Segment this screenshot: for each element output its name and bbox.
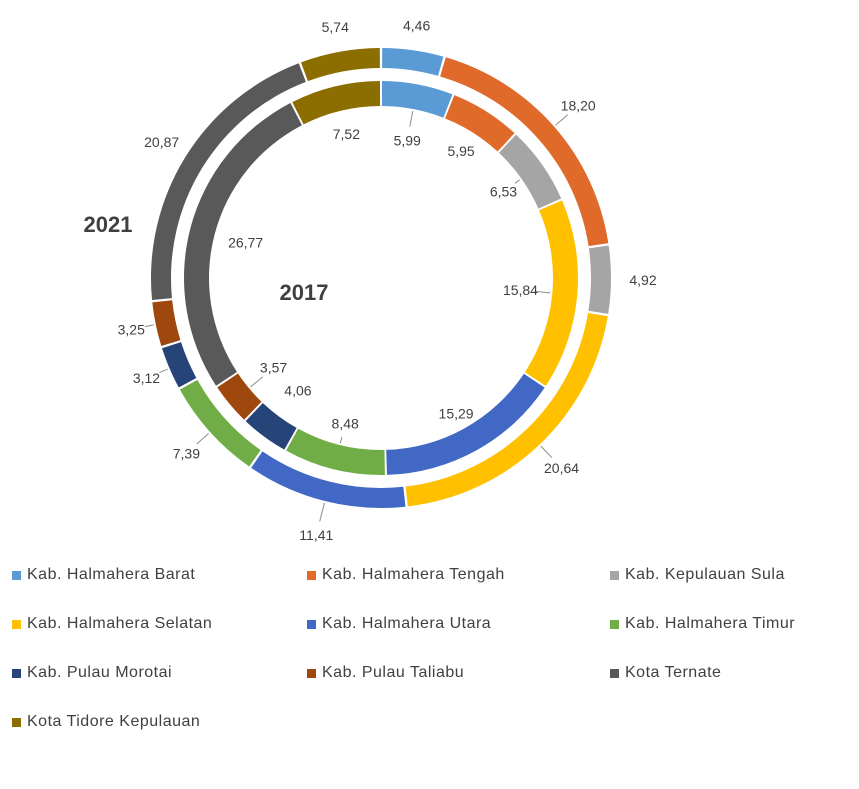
inner-leader-line-3: [534, 290, 551, 294]
legend-item: Kab. Pulau Morotai: [12, 664, 172, 682]
legend-swatch: [12, 717, 21, 727]
outer-data-label-1: 18,20: [561, 97, 596, 113]
legend-label: Kab. Halmahera Timur: [625, 615, 796, 632]
outer-leader-line-1: [555, 114, 568, 126]
legend-swatch: [610, 668, 619, 678]
legend-label: Kab. Halmahera Barat: [27, 566, 196, 583]
legend-swatch: [307, 668, 316, 678]
legend-swatch: [307, 619, 316, 629]
legend-item: Kab. Pulau Taliabu: [307, 664, 464, 682]
outer-data-label-2: 4,92: [629, 272, 656, 288]
outer-leader-line-7: [144, 324, 154, 328]
legend-item: Kab. Halmahera Selatan: [12, 615, 212, 633]
legend-item: Kab. Halmahera Utara: [307, 615, 491, 633]
legend-swatch: [307, 570, 316, 580]
outer-data-label-6: 3,12: [133, 370, 160, 386]
inner-data-label-5: 8,48: [332, 416, 359, 432]
legend-swatch: [12, 668, 21, 678]
inner-data-label-8: 26,77: [228, 234, 263, 250]
inner-ring-slice-9: [292, 81, 381, 125]
inner-leader-line-7: [250, 376, 264, 388]
outer-data-label-7: 3,25: [118, 321, 145, 337]
inner-data-label-0: 5,99: [394, 132, 421, 148]
inner-leader-line-0: [409, 110, 414, 127]
legend-item: Kota Ternate: [610, 664, 721, 682]
legend-label: Kab. Kepulauan Sula: [625, 566, 785, 583]
outer-data-label-9: 5,74: [322, 19, 349, 35]
legend-item: Kab. Kepulauan Sula: [610, 566, 785, 584]
outer-leader-line-5: [196, 432, 210, 445]
legend-label: Kab. Pulau Morotai: [27, 664, 173, 681]
outer-ring-slice-1: [440, 57, 609, 247]
doughnut-chart: 4,46 18,20 4,92 20,64 11,41 7,39 3,12 3,25 20,87…: [84, 17, 657, 543]
legend-label: Kota Ternate: [625, 664, 722, 681]
legend-swatch: [610, 570, 619, 580]
inner-ring-slice-3: [524, 200, 578, 386]
outer-ring-slice-9: [300, 48, 380, 82]
outer-data-label-0: 4,46: [403, 17, 430, 33]
legend-label: Kab. Halmahera Selatan: [27, 615, 213, 632]
outer-data-label-5: 7,39: [173, 445, 200, 461]
outer-ring-title: 2021: [84, 212, 133, 237]
legend-label: Kab. Halmahera Utara: [322, 615, 492, 632]
inner-data-label-6: 4,06: [284, 383, 311, 399]
legend-item: Kab. Halmahera Tengah: [307, 566, 505, 584]
legend-label: Kab. Halmahera Tengah: [322, 566, 505, 583]
inner-data-label-4: 15,29: [439, 406, 474, 422]
inner-ring-slice-8: [183, 103, 302, 386]
inner-data-label-7: 3,57: [260, 360, 287, 376]
outer-ring-slice-2: [588, 245, 611, 314]
outer-leader-line-6: [159, 368, 168, 374]
outer-ring-slice-6: [162, 342, 197, 388]
inner-ring-title: 2017: [280, 280, 329, 305]
legend-label: Kota Tidore Kepulauan: [27, 713, 201, 730]
inner-ring-slice-0: [381, 81, 453, 118]
inner-ring-slice-1: [445, 95, 515, 152]
outer-leader-line-4: [319, 502, 325, 522]
inner-ring-slice-4: [386, 373, 545, 475]
legend-item: Kab. Halmahera Timur: [610, 615, 795, 633]
inner-data-label-3: 15,84: [503, 282, 538, 298]
outer-data-label-3: 20,64: [544, 460, 579, 476]
outer-ring-slice-3: [405, 312, 608, 507]
inner-data-label-1: 5,95: [447, 143, 474, 159]
outer-ring-slice-4: [251, 451, 406, 508]
legend-item: Kota Tidore Kepulauan: [12, 713, 200, 731]
inner-ring-slice-5: [286, 428, 385, 476]
inner-ring-slice-7: [217, 373, 262, 420]
outer-ring-slice-0: [382, 48, 444, 76]
inner-data-label-2: 6,53: [490, 183, 517, 199]
outer-data-label-4: 11,41: [299, 527, 333, 543]
inner-data-label-9: 7,52: [333, 126, 360, 142]
legend-swatch: [12, 619, 21, 629]
legend-item: Kab. Halmahera Barat: [12, 566, 195, 584]
legend-label: Kab. Pulau Taliabu: [322, 664, 465, 681]
inner-leader-line-5: [339, 437, 343, 444]
outer-ring-slice-8: [151, 63, 306, 301]
outer-leader-line-3: [540, 445, 553, 459]
inner-leader-line-2: [514, 179, 521, 184]
legend-swatch: [12, 570, 21, 580]
inner-ring-slice-6: [245, 402, 297, 450]
legend-swatch: [610, 619, 619, 629]
outer-ring-slice-7: [152, 300, 181, 346]
inner-ring-slice-2: [498, 134, 562, 209]
outer-data-label-8: 20,87: [144, 134, 179, 150]
outer-ring-slice-5: [179, 379, 261, 467]
